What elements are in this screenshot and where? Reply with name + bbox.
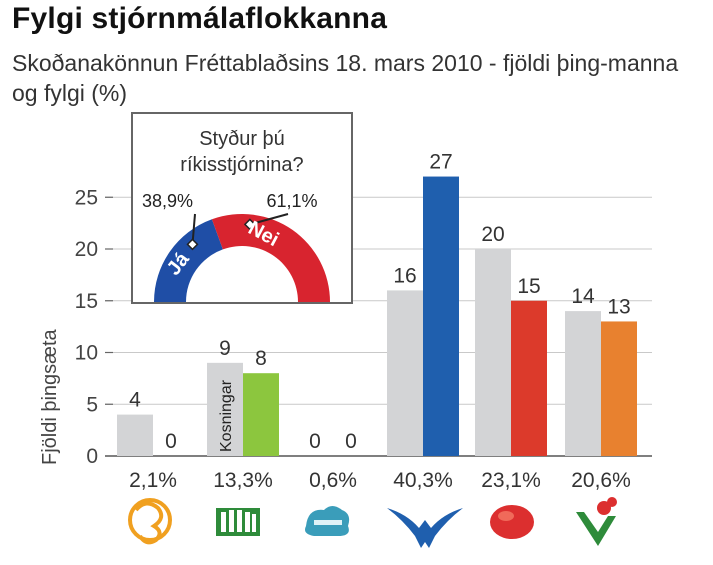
bar-poll (423, 176, 459, 457)
category-label: 23,1% (481, 469, 541, 492)
government-support-inset: Styður þú ríkisstjórnina? 38,9% 61,1% Já… (131, 112, 353, 304)
y-axis-label: Fjöldi þingsæta (39, 328, 61, 465)
bar-poll (511, 300, 547, 456)
bars (117, 176, 637, 457)
bar-value-label: 0 (309, 430, 321, 453)
bar-value-label: 16 (393, 264, 416, 287)
category-label: 13,3% (213, 469, 273, 492)
y-tick-label: 0 (86, 445, 98, 468)
bar-value-label: 13 (607, 295, 630, 318)
y-tick-label: 25 (75, 186, 98, 209)
party-hreyfingin-logo-icon (305, 506, 350, 536)
inset-nei-marker-line (249, 213, 289, 226)
inset-question-line2: ríkisstjórnina? (180, 154, 303, 176)
bar-kosningar (207, 362, 243, 456)
party-logos (128, 497, 617, 548)
bar-value-label: 15 (517, 275, 540, 298)
category-label: 2,1% (129, 469, 177, 492)
y-tick-label: 20 (75, 238, 98, 261)
y-tick-label: 10 (75, 342, 98, 365)
inset-nei-value: 61,1% (266, 191, 317, 211)
bar-value-label: 20 (481, 223, 504, 246)
inset-ja-marker (186, 238, 199, 251)
party-b-logo-icon (128, 498, 172, 545)
party-falcon-logo-icon (387, 508, 463, 548)
y-tick-label: 5 (86, 393, 98, 416)
category-labels: 2,1% 13,3% 0,6% 40,3% 23,1% 20,6% (129, 469, 631, 492)
inset-nei-arc (211, 214, 330, 302)
bar-value-label: 4 (129, 389, 141, 412)
inset-ja-arc (154, 219, 223, 302)
chart-subtitle: Skoðanakönnun Fréttablaðsins 18. mars 20… (12, 50, 679, 106)
bar-value-label: 9 (219, 337, 231, 360)
category-label: 20,6% (571, 469, 631, 492)
bar-poll (601, 321, 637, 456)
bar-value-label: 27 (429, 151, 452, 174)
bar-kosningar (387, 290, 423, 456)
party-flower-logo-icon (576, 497, 617, 546)
inset-nei-marker (243, 218, 256, 231)
bar-value-label: 0 (165, 430, 177, 453)
category-label: 40,3% (393, 469, 453, 492)
series-name-kosningar: Kosningar (218, 379, 235, 452)
category-label: 0,6% (309, 469, 357, 492)
y-axis-ticks: 0 5 10 15 20 25 (75, 186, 98, 468)
bar-value-label: 8 (255, 347, 267, 370)
inset-question-line1: Styður þú (199, 128, 285, 150)
bar-value-label: 0 (345, 430, 357, 453)
chart-title: Fylgi stjórnmálaflokkanna (12, 2, 388, 35)
bar-kosningar (475, 249, 511, 456)
party-vg-logo-icon (216, 508, 260, 536)
bar-poll (243, 373, 279, 456)
bar-kosningar (117, 414, 153, 456)
bar-kosningar (565, 311, 601, 456)
y-tick-label: 15 (75, 290, 98, 313)
grid-lines (105, 196, 652, 457)
bar-value-label: 14 (571, 285, 595, 308)
data-labels: 4 0 9 8 0 0 16 27 20 15 14 13 Kosningar (129, 151, 631, 453)
inset-ja-value: 38,9% (142, 191, 193, 211)
party-rose-logo-icon (490, 505, 534, 539)
